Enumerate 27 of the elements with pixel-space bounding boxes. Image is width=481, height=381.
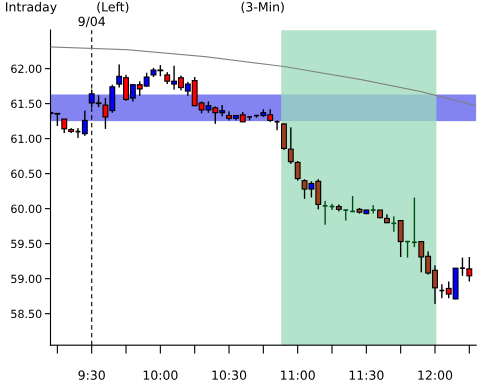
y-tick-label: 61.50 [11, 100, 42, 108]
y-tick-label: 59.00 [11, 274, 42, 284]
text: (Left) [97, 2, 128, 14]
x-tick-label: 11:30 [350, 370, 384, 380]
candlestick [349, 195, 356, 213]
candlestick [274, 120, 280, 131]
y-tick-label: 61.00 [11, 134, 42, 144]
y-tick-label: 58.50 [11, 310, 42, 318]
x-tick-label: 11:00 [281, 370, 315, 380]
candlestick [54, 112, 60, 127]
ref-line-label: 9/04 [78, 16, 106, 28]
candlestick [322, 200, 328, 226]
x-tick-label: 10:30 [212, 370, 246, 380]
chart-title: Intraday [6, 2, 57, 14]
candlestick [404, 240, 411, 258]
y-tick-label: 60.00 [11, 204, 42, 214]
candlestick [398, 220, 404, 258]
y-tick-label: 59.50 [11, 240, 42, 248]
text: (3-Min) [242, 2, 284, 14]
x-tick-label: 12:00 [418, 370, 452, 380]
line-series [50, 46, 476, 106]
y-tick-label: 62.00 [11, 64, 42, 73]
candlestick [411, 196, 418, 248]
y-tick-label: 60.50 [11, 170, 42, 178]
x-tick-label: 10:00 [144, 370, 178, 380]
x-tick-label: 9:30 [78, 370, 105, 380]
candlestick [342, 209, 349, 222]
